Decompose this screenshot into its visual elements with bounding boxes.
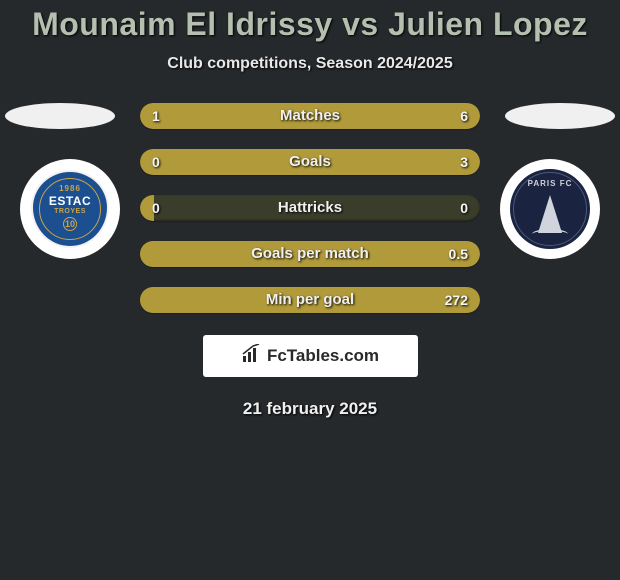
stat-label: Matches — [140, 103, 480, 129]
stat-label: Min per goal — [140, 287, 480, 313]
brand-box: FcTables.com — [203, 335, 418, 377]
stat-row: Matches1 6 — [140, 103, 480, 129]
estac-sub: TROYES — [54, 208, 86, 215]
chart-icon — [241, 344, 263, 369]
stat-value-right: 6 — [460, 103, 468, 129]
stat-row: Goals per match0.5 — [140, 241, 480, 267]
page-title: Mounaim El Idrissy vs Julien Lopez — [0, 6, 620, 43]
parisfc-logo: PARIS FC — [508, 167, 592, 251]
stats-bars: Matches16Goals03Hattricks00Goals per mat… — [140, 103, 480, 313]
comparison-card: Mounaim El Idrissy vs Julien Lopez Club … — [0, 0, 620, 419]
stat-value-left: 0 — [152, 195, 160, 221]
flag-right — [505, 103, 615, 129]
stat-value-right: 3 — [460, 149, 468, 175]
team-badge-left: 1986 ESTAC TROYES 10 — [20, 159, 120, 259]
estac-year: 1986 — [59, 184, 81, 193]
stat-value-right: 0 — [460, 195, 468, 221]
stat-label: Goals — [140, 149, 480, 175]
estac-logo: 1986 ESTAC TROYES 10 — [31, 170, 109, 248]
stat-label: Goals per match — [140, 241, 480, 267]
stat-value-right: 0.5 — [449, 241, 468, 267]
stat-value-right: 272 — [445, 287, 468, 313]
eiffel-icon — [538, 195, 562, 233]
stat-label: Hattricks — [140, 195, 480, 221]
page-subtitle: Club competitions, Season 2024/2025 — [0, 55, 620, 73]
stat-row: Min per goal272 — [140, 287, 480, 313]
date-text: 21 february 2025 — [0, 399, 620, 419]
brand-text: FcTables.com — [267, 346, 379, 366]
content-area: 1986 ESTAC TROYES 10 PARIS FC Matches1 6 G… — [0, 103, 620, 419]
stat-value-left: 0 — [152, 149, 160, 175]
flag-left — [5, 103, 115, 129]
parisfc-text: PARIS FC — [528, 179, 573, 188]
stat-value-left: 1 — [152, 103, 160, 129]
stat-row: Hattricks0 0 — [140, 195, 480, 221]
estac-main: ESTAC — [49, 194, 91, 208]
team-badge-right: PARIS FC — [500, 159, 600, 259]
estac-num: 10 — [63, 217, 77, 231]
stat-row: Goals0 3 — [140, 149, 480, 175]
